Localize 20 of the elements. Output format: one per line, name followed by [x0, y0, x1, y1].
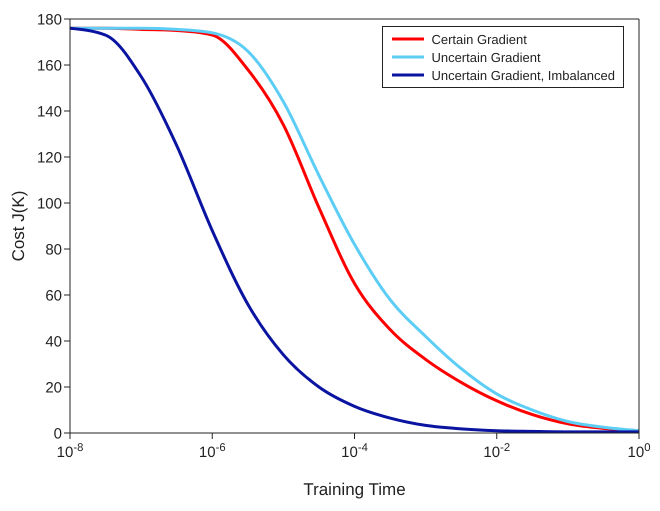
x-tick-label: 10$^{-4}$ — [341, 442, 368, 461]
y-tick-label: 140 — [36, 103, 62, 120]
y-tick-label: 80 — [45, 241, 62, 258]
x-tick-label: 10$^{-8}$ — [56, 442, 84, 461]
x-axis-title: Training Time — [303, 480, 406, 499]
y-tick-label: 40 — [45, 333, 62, 350]
y-tick-label: 100 — [36, 195, 62, 212]
x-tick-label: 10$^{-2}$ — [483, 442, 510, 461]
y-tick-label: 60 — [45, 287, 62, 304]
y-axis-title: Cost J(K) — [9, 190, 28, 262]
y-tick-label: 120 — [36, 149, 62, 166]
y-tick-label: 160 — [36, 57, 62, 74]
x-tick-label: 10$^{0}$ — [628, 442, 650, 461]
y-tick-label: 20 — [45, 379, 62, 396]
y-tick-label: 0 — [54, 425, 62, 442]
legend-label: Uncertain Gradient — [431, 50, 541, 64]
legend-label: Certain Gradient — [431, 32, 527, 46]
x-tick-label: 10$^{-6}$ — [198, 442, 226, 461]
legend-label: Uncertain Gradient, Imbalanced — [431, 68, 615, 82]
y-tick-label: 180 — [36, 11, 62, 28]
